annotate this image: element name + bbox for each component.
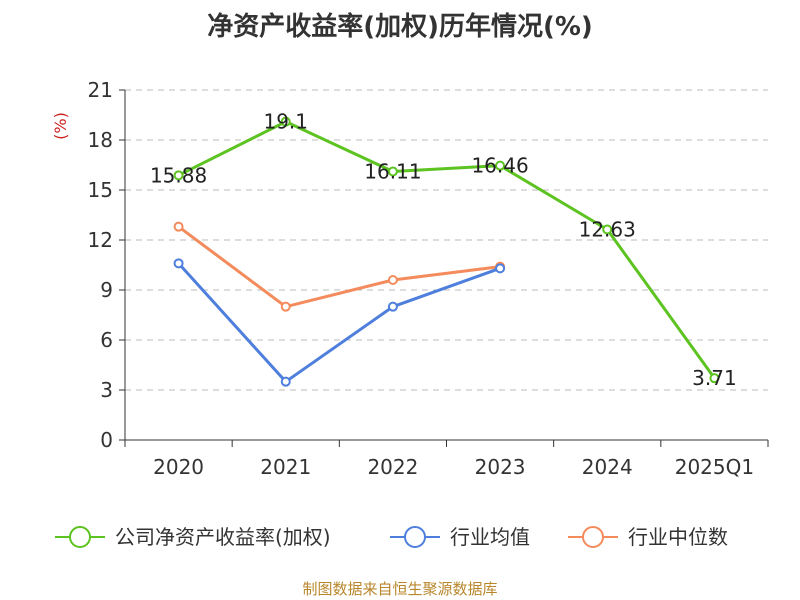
- source-note: 制图数据来自恒生聚源数据库: [302, 580, 498, 598]
- label-layer: 15.88 19.1 16.11 16.46 12.63 3.71: [150, 110, 737, 390]
- data-point: [495, 160, 506, 171]
- data-label: 15.88: [150, 163, 207, 187]
- grid-layer: [125, 89, 768, 391]
- data-point: [387, 275, 398, 285]
- series-line-0: [177, 120, 716, 380]
- y-tick-label: 0: [100, 428, 113, 452]
- x-tick-label: 2024: [582, 455, 633, 479]
- data-point: [387, 301, 398, 312]
- series-line-1: [177, 262, 501, 384]
- legend-marker-icon: [69, 526, 91, 548]
- x-tick-label: 2023: [475, 455, 526, 479]
- data-point: [280, 376, 291, 387]
- legend-item[interactable]: 行业中位数: [568, 525, 728, 549]
- data-point: [709, 373, 720, 384]
- y-tick-label: 18: [88, 128, 113, 152]
- data-point: [173, 258, 184, 269]
- x-tick-label: 2021: [260, 455, 311, 479]
- legend-item[interactable]: 行业均值: [390, 525, 530, 549]
- legend-marker-icon: [582, 526, 604, 548]
- y-tick-label: 12: [88, 228, 113, 252]
- y-tick-label: 21: [88, 78, 113, 102]
- y-tick-label: 9: [100, 278, 113, 302]
- chart-title: 净资产收益率(加权)历年情况(%): [207, 12, 593, 42]
- legend-marker-icon: [404, 526, 426, 548]
- y-tick-label: 3: [100, 378, 113, 402]
- data-label: 16.11: [364, 160, 421, 184]
- data-label: 3.71: [692, 366, 737, 390]
- x-tick-label: 2025Q1: [675, 455, 754, 479]
- data-point: [173, 221, 184, 232]
- legend[interactable]: 公司净资产收益率(加权) 行业均值 行业中位数: [55, 525, 728, 549]
- data-label: 19.1: [263, 110, 308, 134]
- x-tick-label: 2022: [367, 455, 418, 479]
- data-label: 16.46: [471, 154, 528, 178]
- series-layer: [173, 116, 720, 387]
- data-point: [387, 166, 398, 177]
- y-axis-label: (%): [51, 112, 70, 140]
- legend-item[interactable]: 公司净资产收益率(加权): [55, 525, 331, 549]
- data-point: [280, 116, 291, 127]
- y-tick-label: 6: [100, 328, 113, 352]
- data-point: [495, 263, 506, 274]
- legend-label: 公司净资产收益率(加权): [115, 525, 331, 549]
- data-point: [173, 170, 184, 181]
- axis-layer: 0 3 6 9 12 15 18 21 2020 2021 2022 2023 2024 2025Q1 (%…: [51, 78, 769, 479]
- legend-label: 行业中位数: [628, 525, 728, 549]
- data-point: [602, 224, 613, 235]
- series-line-2: [177, 225, 501, 309]
- x-tick-label: 2020: [153, 455, 204, 479]
- y-tick-label: 15: [88, 178, 113, 202]
- legend-label: 行业均值: [450, 525, 530, 549]
- data-label: 12.63: [579, 218, 636, 242]
- data-point: [280, 301, 291, 312]
